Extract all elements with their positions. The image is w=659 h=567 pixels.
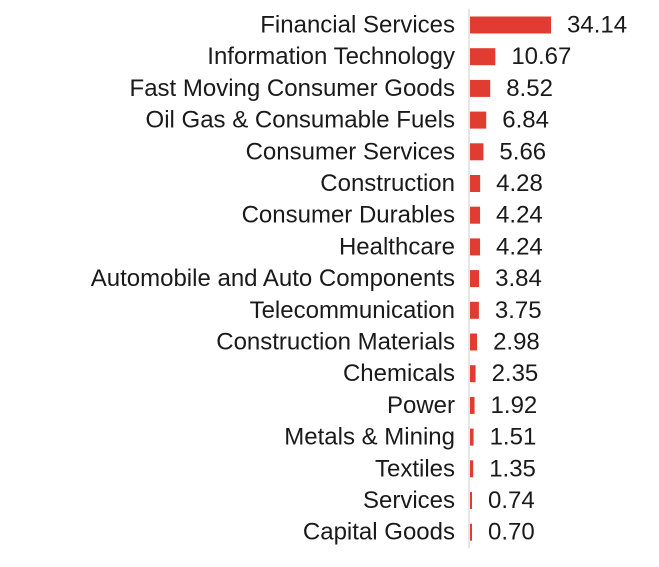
value-label: 8.52 (506, 75, 553, 102)
category-label: Textiles (375, 455, 455, 482)
bars-group (470, 16, 551, 541)
category-label: Services (363, 487, 455, 514)
category-label: Information Technology (207, 43, 455, 70)
category-label: Financial Services (260, 12, 455, 39)
value-label: 4.24 (496, 233, 543, 260)
category-labels-group: Financial Services Information Technology… (91, 12, 455, 546)
value-label: 4.24 (496, 202, 543, 229)
category-label: Telecommunication (250, 297, 455, 324)
bar (470, 301, 479, 319)
value-label: 10.67 (511, 43, 571, 70)
bar (470, 428, 474, 446)
category-label: Construction Materials (216, 329, 455, 356)
bar (470, 460, 474, 478)
bar (470, 523, 472, 541)
category-label: Oil Gas & Consumable Fuels (146, 107, 455, 134)
value-label: 0.70 (488, 519, 535, 546)
category-label: Chemicals (343, 360, 455, 387)
category-label: Automobile and Auto Components (91, 265, 455, 292)
value-label: 2.35 (492, 360, 539, 387)
bar (470, 111, 487, 129)
value-label: 4.28 (496, 170, 543, 197)
value-label: 5.66 (499, 138, 546, 165)
value-label: 1.92 (491, 392, 538, 419)
value-label: 1.35 (489, 455, 536, 482)
value-labels-group: 34.14 10.67 8.52 6.84 5.66 4.28 4.24 4.24 3.84 3.… (488, 12, 627, 546)
bar (470, 48, 496, 66)
bar (470, 206, 481, 224)
value-label: 1.51 (490, 424, 537, 451)
category-label: Metals & Mining (284, 424, 455, 451)
value-label: 3.84 (495, 265, 542, 292)
bar (470, 238, 481, 256)
bar (470, 143, 484, 161)
value-label: 6.84 (502, 107, 549, 134)
bar (470, 365, 476, 383)
category-label: Construction (320, 170, 455, 197)
value-label: 2.98 (493, 329, 540, 356)
value-label: 34.14 (567, 12, 627, 39)
category-label: Healthcare (339, 233, 455, 260)
bar (470, 16, 551, 34)
bar (470, 270, 480, 288)
value-label: 0.74 (488, 487, 535, 514)
bar (470, 396, 475, 414)
bar (470, 492, 472, 509)
bar (470, 79, 491, 97)
category-label: Capital Goods (303, 519, 455, 546)
category-label: Power (387, 392, 455, 419)
category-label: Consumer Services (246, 138, 455, 165)
category-label: Consumer Durables (242, 202, 455, 229)
bar (470, 333, 478, 351)
bar (470, 175, 481, 192)
category-label: Fast Moving Consumer Goods (130, 75, 455, 102)
value-label: 3.75 (495, 297, 542, 324)
